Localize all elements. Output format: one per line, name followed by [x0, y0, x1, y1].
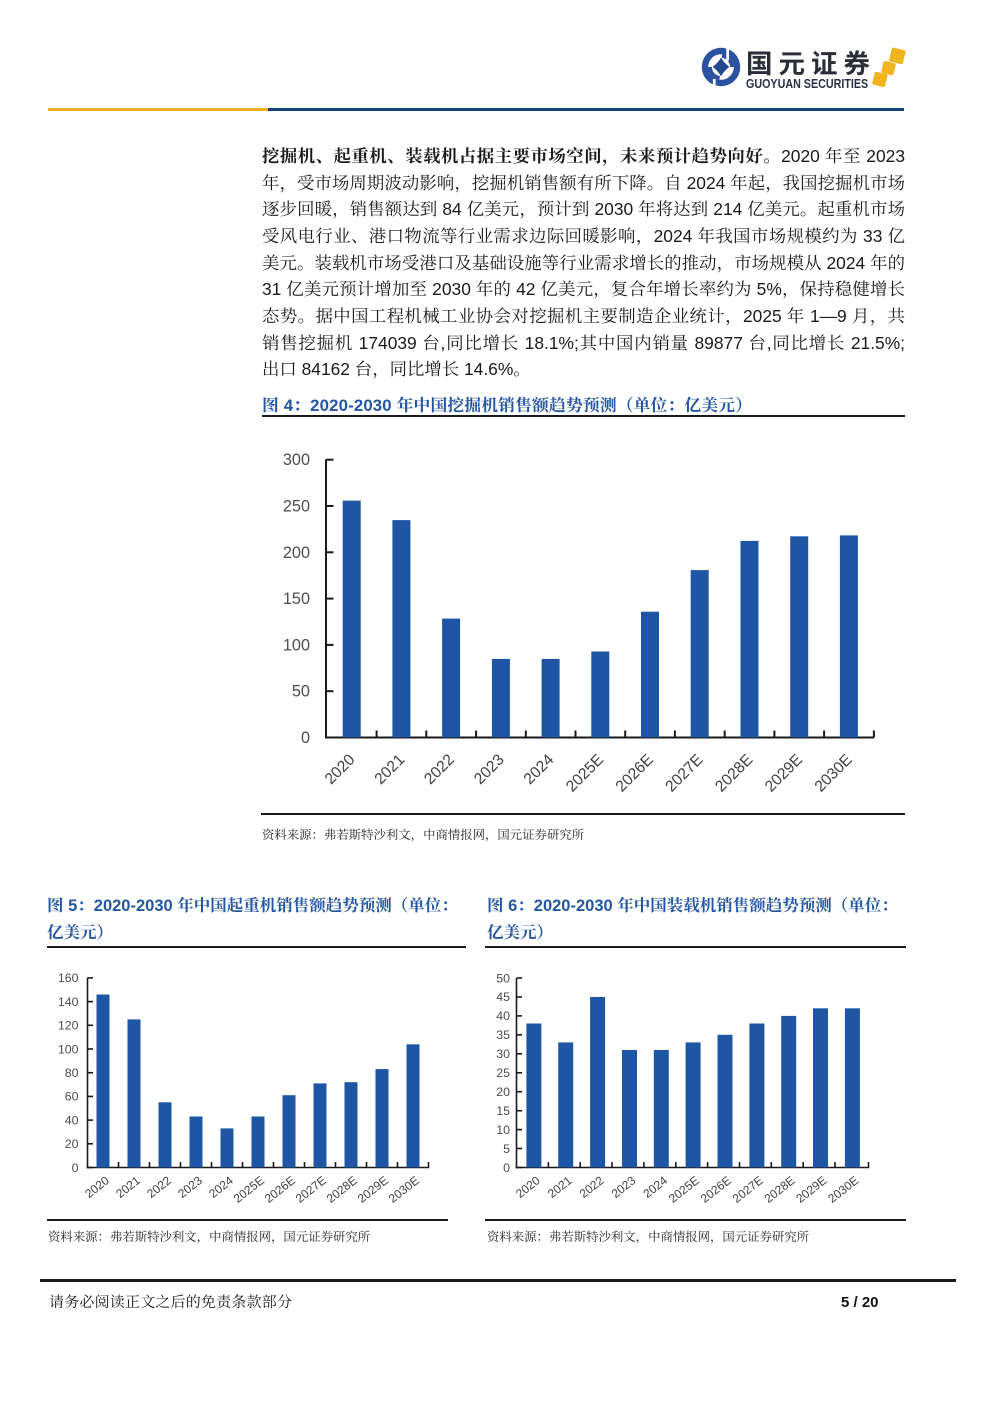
svg-text:2028E: 2028E: [712, 751, 756, 795]
svg-text:80: 80: [65, 1066, 79, 1080]
svg-text:2029E: 2029E: [355, 1173, 391, 1205]
svg-text:2024: 2024: [640, 1173, 670, 1201]
svg-text:2029E: 2029E: [793, 1173, 829, 1205]
svg-text:0: 0: [72, 1161, 79, 1175]
svg-text:120: 120: [58, 1019, 79, 1033]
svg-text:250: 250: [283, 498, 310, 516]
svg-text:2021: 2021: [372, 751, 409, 788]
svg-text:15: 15: [496, 1104, 510, 1118]
svg-text:2027E: 2027E: [730, 1173, 766, 1205]
svg-text:2021: 2021: [113, 1173, 143, 1201]
svg-text:2026E: 2026E: [698, 1173, 734, 1205]
svg-text:2024: 2024: [521, 751, 558, 788]
svg-text:10: 10: [496, 1123, 510, 1137]
svg-text:2030E: 2030E: [812, 751, 856, 795]
svg-text:2023: 2023: [471, 751, 508, 788]
svg-text:50: 50: [496, 971, 510, 985]
svg-text:0: 0: [301, 729, 310, 747]
svg-text:60: 60: [65, 1090, 79, 1104]
svg-text:2030E: 2030E: [825, 1173, 861, 1205]
svg-text:2027E: 2027E: [662, 751, 706, 795]
svg-text:25: 25: [496, 1066, 510, 1080]
svg-text:2025E: 2025E: [231, 1173, 267, 1205]
svg-text:45: 45: [496, 990, 510, 1004]
svg-text:30: 30: [496, 1047, 510, 1061]
svg-text:140: 140: [58, 995, 79, 1009]
svg-text:200: 200: [283, 544, 310, 562]
svg-text:5: 5: [503, 1142, 510, 1156]
svg-text:2025E: 2025E: [666, 1173, 702, 1205]
svg-text:2030E: 2030E: [386, 1173, 422, 1205]
svg-text:20: 20: [65, 1137, 79, 1151]
svg-text:40: 40: [65, 1113, 79, 1127]
svg-text:20: 20: [496, 1085, 510, 1099]
svg-text:2023: 2023: [609, 1173, 639, 1201]
svg-text:2022: 2022: [144, 1173, 174, 1201]
svg-text:150: 150: [283, 590, 310, 608]
svg-text:2020: 2020: [513, 1173, 543, 1201]
svg-text:300: 300: [283, 451, 310, 469]
svg-text:2022: 2022: [577, 1173, 607, 1201]
svg-text:2027E: 2027E: [293, 1173, 329, 1205]
svg-text:2021: 2021: [545, 1173, 575, 1201]
svg-text:40: 40: [496, 1009, 510, 1023]
svg-text:2022: 2022: [421, 751, 458, 788]
svg-text:2023: 2023: [175, 1173, 205, 1201]
svg-text:100: 100: [58, 1042, 79, 1056]
svg-text:35: 35: [496, 1028, 510, 1042]
svg-text:2026E: 2026E: [613, 751, 657, 795]
svg-text:2020: 2020: [82, 1173, 112, 1201]
svg-text:160: 160: [58, 971, 79, 985]
svg-text:2028E: 2028E: [762, 1173, 798, 1205]
svg-text:2028E: 2028E: [324, 1173, 360, 1205]
svg-text:100: 100: [283, 636, 310, 654]
svg-text:2025E: 2025E: [563, 751, 607, 795]
svg-text:50: 50: [292, 683, 310, 701]
svg-text:2026E: 2026E: [262, 1173, 298, 1205]
svg-text:2029E: 2029E: [762, 751, 806, 795]
svg-text:0: 0: [503, 1161, 510, 1175]
svg-text:2020: 2020: [322, 751, 359, 788]
